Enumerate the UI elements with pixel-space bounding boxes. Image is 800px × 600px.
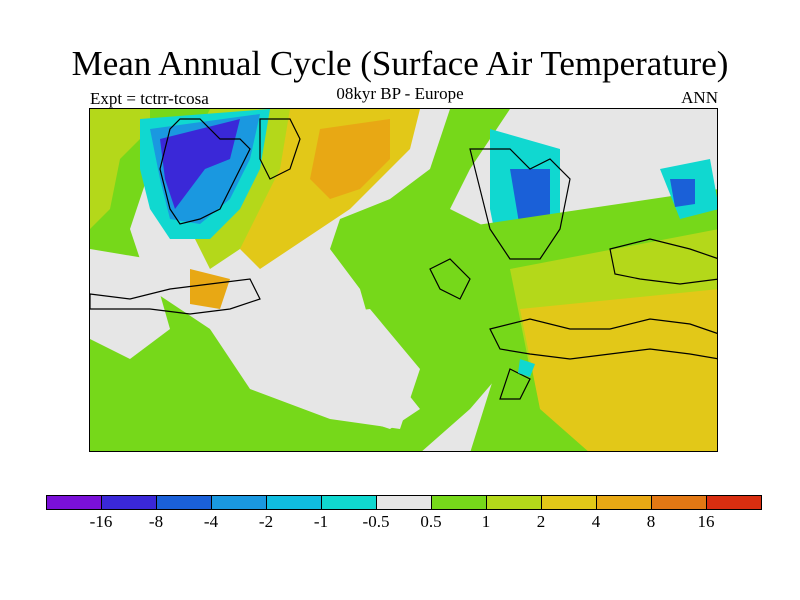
season-label: ANN xyxy=(681,88,718,107)
region-neutral-atlantic xyxy=(90,249,170,359)
colorbar-label: 16 xyxy=(697,512,715,531)
map-title: Mean Annual Cycle (Surface Air Temperatu… xyxy=(71,44,729,83)
map-subtitle: 08kyr BP - Europe xyxy=(336,84,464,103)
colorbar-label: -1 xyxy=(313,512,329,531)
colorbar-box xyxy=(157,496,212,509)
colorbar-label: -16 xyxy=(89,512,113,531)
colorbar-label: -0.5 xyxy=(362,512,390,531)
colorbar-label: 2 xyxy=(536,512,546,531)
map-canvas xyxy=(90,109,717,451)
colorbar-box xyxy=(432,496,487,509)
region-green-atlantic xyxy=(90,109,530,451)
colorbar-box xyxy=(267,496,322,509)
colorbar-box xyxy=(652,496,707,509)
colorbar-label: -4 xyxy=(203,512,219,531)
colorbar-box xyxy=(597,496,652,509)
colorbar-box xyxy=(102,496,157,509)
region-yellowgreen-west xyxy=(90,109,150,229)
region-caspian-blue xyxy=(670,179,695,207)
region-orange-west-coast xyxy=(190,269,230,309)
colorbar-label: -8 xyxy=(148,512,164,531)
colorbar-box xyxy=(322,496,377,509)
colorbar-label: 4 xyxy=(591,512,601,531)
temperature-map xyxy=(89,108,718,452)
region-neutral-mid xyxy=(210,309,420,429)
colorbar xyxy=(46,495,762,510)
colorbar-box xyxy=(47,496,102,509)
colorbar-box xyxy=(707,496,761,509)
experiment-label: Expt = tctrr-tcosa xyxy=(90,89,209,108)
region-greenland-deep xyxy=(160,119,240,209)
coastlines xyxy=(90,118,717,400)
region-orange-core xyxy=(310,119,390,199)
colorbar-box xyxy=(377,496,432,509)
colorbar-box xyxy=(542,496,597,509)
colorbar-label: 0.5 xyxy=(420,512,442,531)
colorbar-label: 1 xyxy=(481,512,491,531)
colorbar-label: -2 xyxy=(258,512,274,531)
region-europe-orange xyxy=(520,289,717,451)
region-scandinavia-blue xyxy=(510,169,550,229)
colorbar-label: 8 xyxy=(646,512,656,531)
colorbar-box xyxy=(487,496,542,509)
region-patch-cyan xyxy=(518,359,535,377)
colorbar-box xyxy=(212,496,267,509)
